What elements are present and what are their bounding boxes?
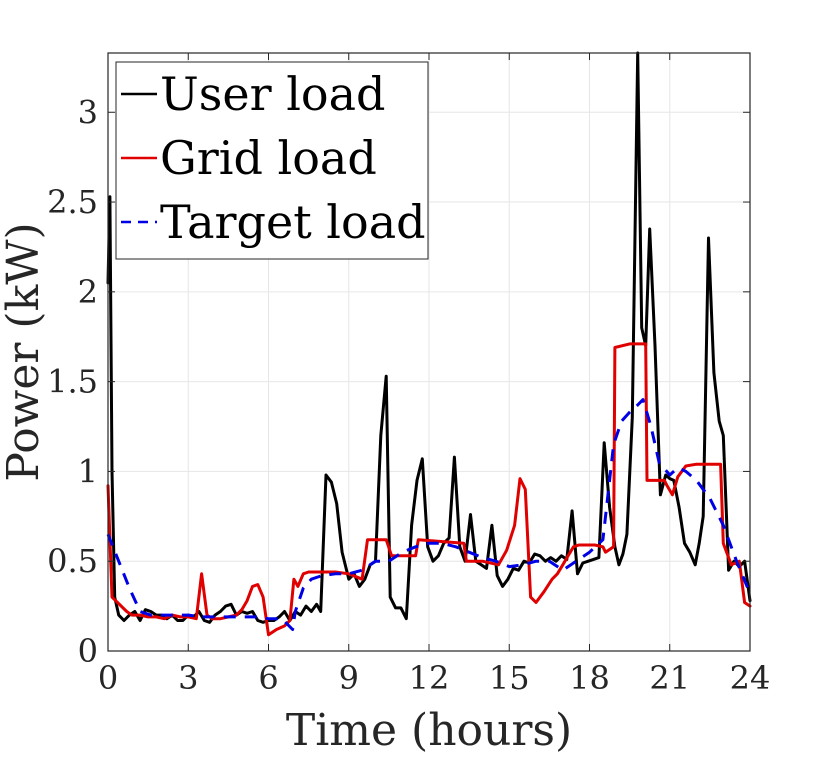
y-tick-label: 1 <box>78 452 98 490</box>
y-tick-labels: 0 0.5 1 1.5 2 2.5 3 <box>47 93 98 670</box>
legend-box <box>115 61 429 260</box>
y-tick-label: 3 <box>78 93 98 131</box>
series-line-target-load <box>106 398 752 631</box>
series-lines <box>106 51 752 637</box>
x-axis-label: Time (hours) <box>286 705 572 756</box>
x-tick-label: 3 <box>178 659 198 697</box>
x-tick-labels: 0 3 6 9 12 15 18 21 24 <box>98 659 771 697</box>
x-tick-label: 21 <box>649 659 690 697</box>
legend-label-user-load: User load <box>160 67 386 121</box>
axis-ticks <box>107 53 751 652</box>
legend: User load Grid load Target load <box>115 61 429 260</box>
legend-label-target-load: Target load <box>160 195 426 249</box>
legend-label-grid-load: Grid load <box>160 131 377 185</box>
x-tick-label: 12 <box>409 659 450 697</box>
y-tick-label: 2.5 <box>47 183 98 221</box>
x-tick-label: 9 <box>339 659 359 697</box>
series-line-grid-load <box>106 342 752 637</box>
x-tick-label: 18 <box>569 659 610 697</box>
x-tick-label: 6 <box>258 659 278 697</box>
x-tick-label: 15 <box>489 659 530 697</box>
x-tick-label: 24 <box>730 659 771 697</box>
y-tick-label: 0 <box>78 632 98 670</box>
series-line-user-load <box>106 51 752 624</box>
y-axis-label: Power (kW) <box>0 222 49 481</box>
y-tick-label: 1.5 <box>47 363 98 401</box>
y-tick-label: 2 <box>78 273 98 311</box>
x-tick-label: 0 <box>98 659 118 697</box>
grid-lines <box>107 53 751 652</box>
y-tick-label: 0.5 <box>47 542 98 580</box>
